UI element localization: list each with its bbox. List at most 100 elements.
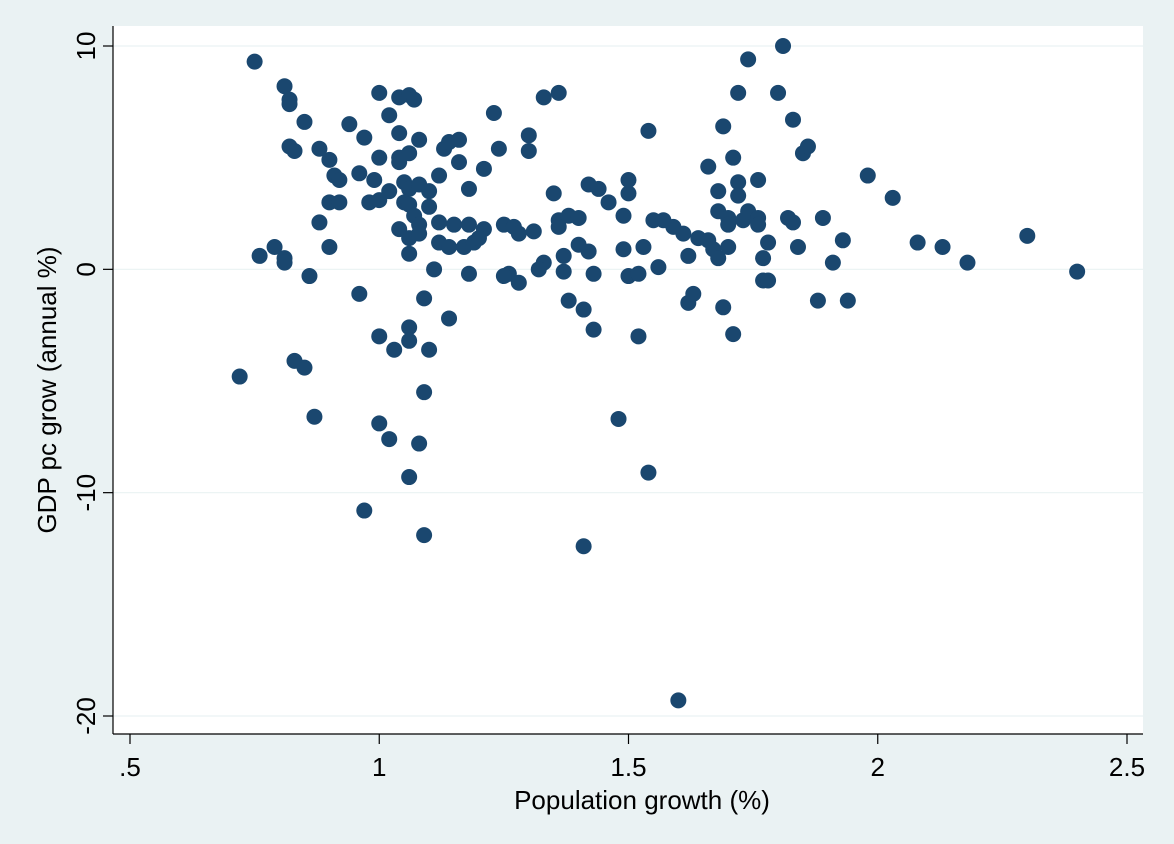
data-point <box>585 265 602 282</box>
data-point <box>371 415 388 432</box>
data-point <box>331 194 348 211</box>
data-point <box>510 274 527 291</box>
y-tick-label: 10 <box>71 32 101 61</box>
data-point <box>366 172 383 188</box>
x-tick-label: 2.5 <box>1109 752 1145 782</box>
data-point <box>460 180 477 197</box>
data-point <box>401 245 418 262</box>
data-point <box>630 265 647 282</box>
data-point <box>580 243 597 260</box>
axes: .5 1 1.5 2 2.5 -20 -10 0 10 <box>71 26 1145 782</box>
data-point <box>725 149 742 166</box>
data-point <box>555 263 572 280</box>
data-point <box>760 272 777 289</box>
data-point <box>391 125 408 142</box>
data-point <box>640 122 657 139</box>
data-point <box>306 408 323 425</box>
y-tick-label: -20 <box>71 697 101 735</box>
data-point <box>755 250 772 267</box>
data-point <box>560 292 577 309</box>
x-tick-label: 1.5 <box>610 752 646 782</box>
data-point <box>441 310 458 327</box>
data-point <box>909 234 926 251</box>
data-point <box>775 38 792 54</box>
data-point <box>715 299 732 316</box>
data-point <box>485 105 502 121</box>
data-point <box>789 239 806 255</box>
data-point <box>401 332 418 349</box>
data-point <box>470 230 487 247</box>
data-points <box>231 38 1086 709</box>
data-point <box>545 185 562 202</box>
data-point <box>421 341 438 358</box>
data-point <box>555 247 572 264</box>
data-point <box>311 140 328 157</box>
data-point <box>321 239 338 255</box>
data-point <box>246 53 263 70</box>
data-point <box>441 239 458 255</box>
data-point <box>760 234 777 251</box>
data-point <box>785 214 802 231</box>
data-point <box>590 180 607 197</box>
data-point <box>610 410 627 427</box>
data-point <box>575 301 592 318</box>
data-point <box>451 154 468 171</box>
x-tick-label: 1 <box>372 752 386 782</box>
data-point <box>460 216 477 233</box>
data-point <box>809 292 826 309</box>
y-tick-label: 0 <box>71 262 101 276</box>
data-point <box>730 174 747 191</box>
x-tick-label: .5 <box>119 752 141 782</box>
data-point <box>750 216 767 233</box>
data-point <box>276 254 293 271</box>
data-point <box>431 167 448 184</box>
data-point <box>401 145 418 162</box>
data-point <box>615 241 632 258</box>
data-point <box>460 265 477 282</box>
data-point <box>740 51 757 68</box>
y-tick-label: -10 <box>71 474 101 512</box>
data-point <box>730 84 747 101</box>
data-point <box>615 207 632 224</box>
data-point <box>421 198 438 215</box>
data-point <box>1069 263 1086 280</box>
data-point <box>824 254 841 271</box>
data-point <box>406 91 423 108</box>
data-point <box>381 183 398 200</box>
data-point <box>411 435 428 452</box>
data-point <box>620 172 637 188</box>
data-point <box>416 384 433 401</box>
data-point <box>1019 227 1036 244</box>
data-point <box>381 107 398 124</box>
data-point <box>720 239 737 255</box>
data-point <box>859 167 876 184</box>
data-point <box>356 502 373 519</box>
data-point <box>286 142 303 159</box>
x-axis-title: Population growth (%) <box>514 785 770 815</box>
data-point <box>401 469 418 486</box>
data-point <box>785 111 802 128</box>
data-point <box>550 84 567 101</box>
data-point <box>640 464 657 481</box>
data-point <box>371 328 388 345</box>
data-point <box>685 285 702 302</box>
data-point <box>351 285 368 302</box>
data-point <box>475 160 492 177</box>
data-point <box>839 292 856 309</box>
data-point <box>635 239 652 255</box>
data-point <box>650 259 667 276</box>
data-point <box>770 84 787 101</box>
data-point <box>670 692 687 709</box>
data-point <box>296 359 313 376</box>
data-point <box>884 189 901 206</box>
data-point <box>266 239 283 255</box>
x-tick-label: 2 <box>871 752 885 782</box>
data-point <box>281 96 298 113</box>
data-point <box>675 225 692 242</box>
data-point <box>520 142 537 159</box>
data-point <box>510 225 527 242</box>
data-point <box>351 165 368 182</box>
data-point <box>451 131 468 148</box>
data-point <box>495 268 512 285</box>
data-point <box>680 247 697 264</box>
